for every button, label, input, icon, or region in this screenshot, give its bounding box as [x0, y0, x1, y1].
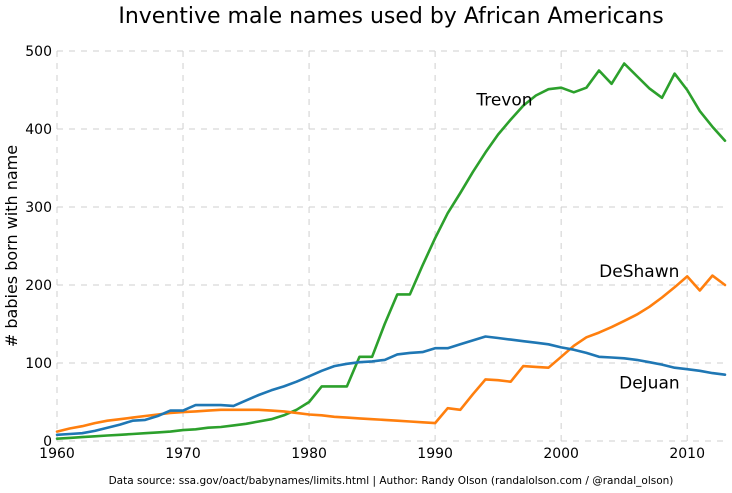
chart-title: Inventive male names used by African Ame…: [118, 4, 663, 29]
series-lines: [55, 62, 727, 441]
y-axis-label: # babies born with name: [2, 145, 21, 347]
x-tick-label: 2000: [543, 446, 579, 462]
y-tick-label: 400: [25, 122, 52, 138]
series-line-trevon: [55, 62, 727, 441]
y-tick-label: 200: [25, 278, 52, 294]
x-tick-label: 1990: [417, 446, 453, 462]
annotation-deshawn: DeShawn: [599, 262, 679, 282]
series-line-deshawn: [55, 274, 727, 433]
x-tick-label: 1980: [291, 446, 327, 462]
annotation-trevon: Trevon: [475, 91, 532, 111]
x-tick-label: 1960: [39, 446, 75, 462]
y-tick-label: 300: [25, 200, 52, 216]
y-axis-ticks: 0 100 200 300 400 500: [25, 44, 52, 450]
x-tick-label: 2010: [669, 446, 705, 462]
x-axis-ticks: 1960 1970 1980 1990 2000 2010: [39, 446, 705, 462]
y-tick-label: 500: [25, 44, 52, 60]
y-tick-label: 100: [25, 356, 52, 372]
series-line-dejuan: [55, 335, 727, 437]
annotation-dejuan: DeJuan: [619, 374, 680, 394]
grid: [56, 50, 725, 442]
series-annotations: Trevon DeShawn DeJuan: [475, 91, 679, 394]
source-note: Data source: ssa.gov/oact/babynames/limi…: [109, 475, 674, 487]
x-tick-label: 1970: [165, 446, 201, 462]
y-tick-label: 0: [43, 434, 52, 450]
